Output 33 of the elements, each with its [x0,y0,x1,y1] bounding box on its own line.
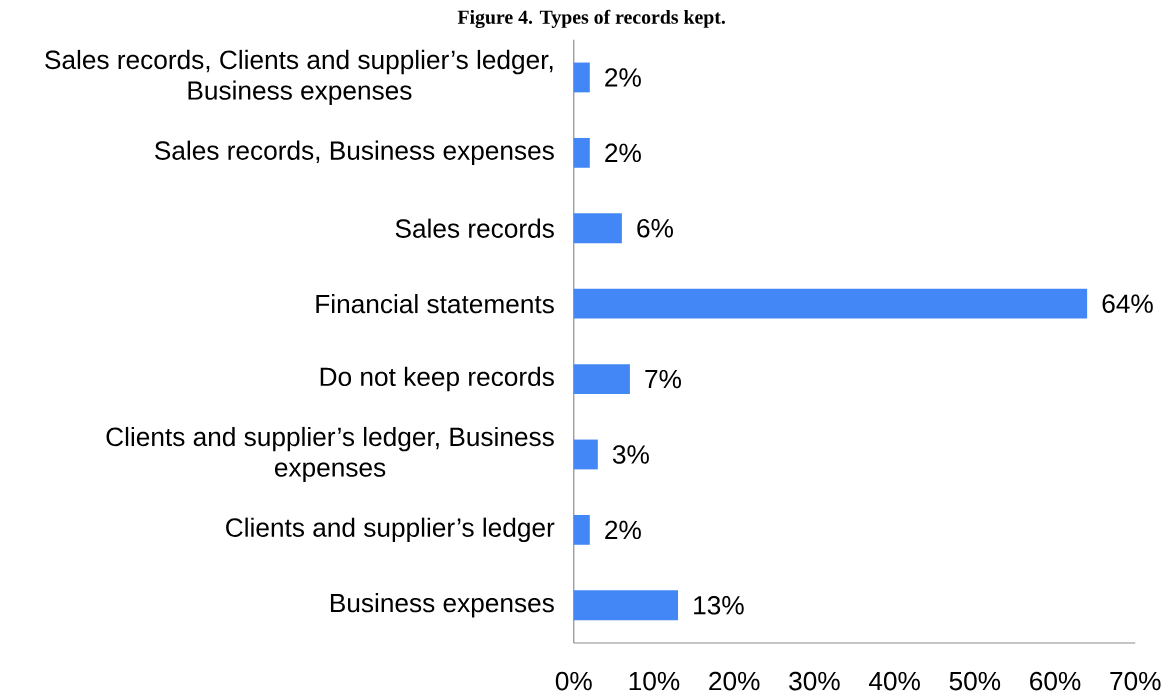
data-label: 2% [605,68,641,87]
bar [573,288,1088,319]
x-tick-label: 60% [1030,671,1081,691]
bar [573,364,630,395]
y-tick-label: Business expenses [330,593,554,618]
y-tick-label: Sales records, Business expenses [155,140,554,166]
bar [573,138,590,168]
y-tick-label: Sales records, Clients and supplier’s ledger, Business expenses [45,50,553,106]
bar [573,590,679,621]
y-tick-label: Clients and supplier’s ledger [226,517,555,543]
data-label: 64% [1102,294,1153,314]
bar [573,439,598,470]
data-label: 3% [612,445,649,464]
data-label: 7% [645,370,681,389]
data-label: 13% [694,596,744,615]
y-tick-label: Clients and supplier’s ledger, Business expenses [106,427,554,483]
data-label: 2% [605,143,641,163]
chart-title: Figure 4. Types of records kept. [457,9,725,29]
y-tick-label: Do not keep records [320,367,554,392]
data-label: 6% [637,219,673,238]
x-tick-label: 10% [629,671,680,691]
x-tick-label: 40% [868,671,920,691]
x-tick-label: 0% [555,671,592,691]
x-tick-label: 50% [949,671,1001,691]
data-label: 2% [605,520,641,540]
x-tick-label: 70% [1110,671,1161,691]
bar [573,515,590,545]
bar [573,213,622,244]
bar [573,62,590,93]
x-tick-label: 20% [709,671,760,691]
y-tick-label: Financial statements [316,294,554,314]
y-tick-label: Sales records [395,218,554,239]
x-tick-label: 30% [789,671,840,691]
